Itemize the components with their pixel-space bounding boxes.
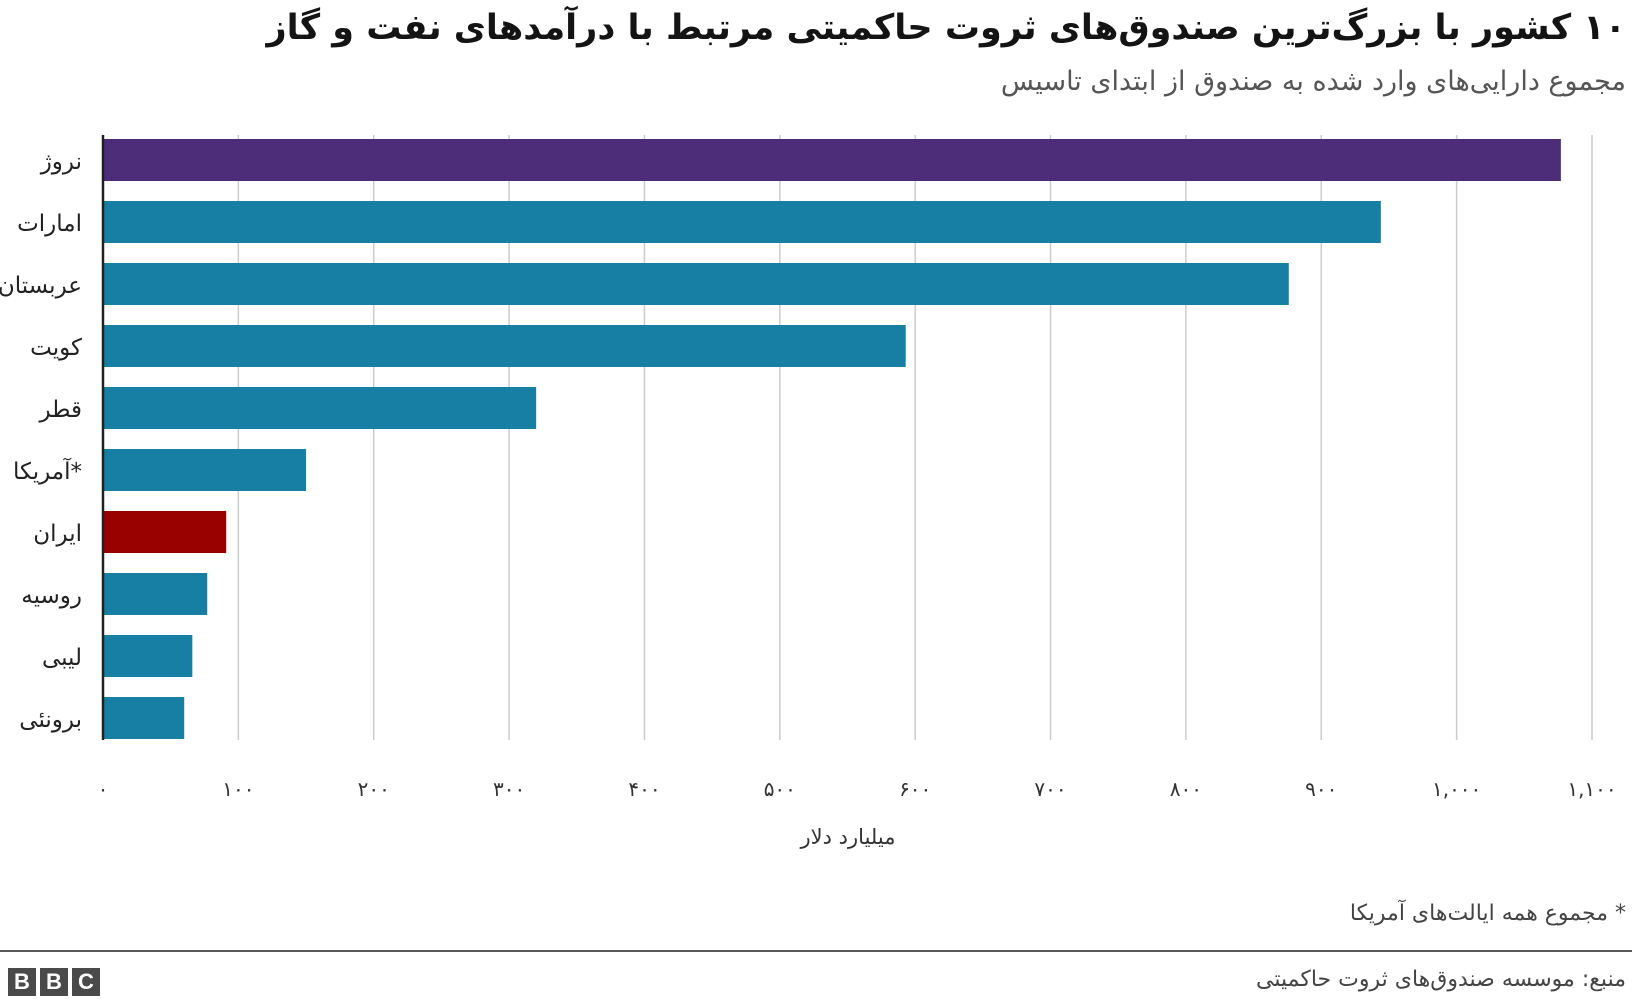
footer-divider bbox=[0, 950, 1632, 952]
footnote: * مجموع همه ایالت‌های آمریکا bbox=[1349, 901, 1626, 926]
x-tick-label: ۶۰۰ bbox=[899, 777, 931, 801]
bar bbox=[103, 635, 193, 677]
category-label: روسیه bbox=[21, 583, 82, 609]
bar bbox=[103, 139, 1561, 181]
x-tick-label: ۸۰۰ bbox=[1170, 777, 1202, 801]
logo-letter: B bbox=[40, 968, 68, 996]
bar bbox=[103, 511, 227, 553]
x-tick-label: ۳۰۰ bbox=[493, 777, 525, 801]
x-tick-label: ۰ bbox=[98, 777, 109, 801]
x-tick-label: ۹۰۰ bbox=[1305, 777, 1337, 801]
bbc-logo: B B C bbox=[8, 968, 100, 996]
x-tick-label: ۵۰۰ bbox=[764, 777, 796, 801]
x-tick-label: ۴۰۰ bbox=[628, 777, 660, 801]
bar bbox=[103, 325, 906, 367]
category-label: امارات bbox=[17, 211, 82, 237]
x-axis-label: میلیارد دلار bbox=[800, 825, 896, 849]
category-label: قطر bbox=[38, 397, 82, 423]
x-tick-label: ۱۰۰ bbox=[222, 777, 254, 801]
category-label: نروژ bbox=[40, 149, 82, 175]
category-label: لیبی bbox=[42, 645, 82, 671]
bar bbox=[103, 263, 1289, 305]
x-tick-label: ۲۰۰ bbox=[358, 777, 390, 801]
category-label: ایران bbox=[33, 521, 82, 547]
source-note: منبع: موسسه صندوق‌های ثروت حاکمیتی bbox=[1256, 967, 1626, 992]
category-label: کویت bbox=[30, 335, 82, 361]
x-tick-label: ۱,۱۰۰ bbox=[1567, 777, 1616, 801]
bar bbox=[103, 449, 307, 491]
category-label: عربستان bbox=[0, 273, 82, 299]
chart-subtitle: مجموع دارایی‌های وارد شده به صندوق از اب… bbox=[1000, 66, 1626, 97]
x-tick-label: ۷۰۰ bbox=[1034, 777, 1066, 801]
category-label: آمریکا* bbox=[13, 457, 82, 485]
bar bbox=[103, 387, 537, 429]
bar bbox=[103, 573, 208, 615]
bar-chart: نروژ امارات عربستان کویت قطر آمریکا* ایران روسی… bbox=[0, 135, 1617, 849]
logo-letter: C bbox=[72, 968, 100, 996]
logo-letter: B bbox=[8, 968, 36, 996]
bar bbox=[103, 697, 185, 739]
bar bbox=[103, 201, 1381, 243]
category-label: برونئی bbox=[19, 707, 82, 733]
x-tick-label: ۱,۰۰۰ bbox=[1432, 777, 1481, 801]
chart-title: ۱۰ کشور با بزرگ‌ترین صندوق‌های ثروت حاکم… bbox=[266, 8, 1626, 48]
